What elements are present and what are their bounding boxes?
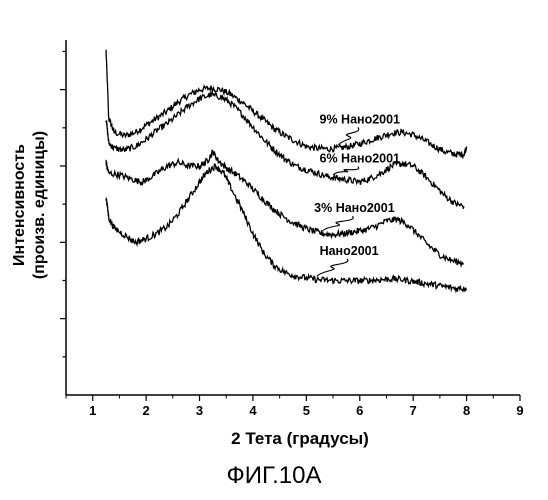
x-tick-label: 3 [196,403,203,418]
x-tick-label: 9 [516,403,523,418]
x-tick-label: 5 [303,403,310,418]
xrd-chart: 1 2 3 4 5 6 7 8 9 9% Нано2001 6% Нано2001 3% Нано2… [0,0,548,460]
x-tick-label: 6 [356,403,363,418]
x-tick-label: 2 [143,403,150,418]
series-line-1 [106,92,464,208]
series-lines [106,50,467,292]
series-line-2 [106,150,464,265]
chart-frame [66,40,520,395]
x-axis-tick-labels: 1 2 3 4 5 6 7 8 9 [89,403,524,418]
x-tick-label: 4 [249,403,257,418]
annotation-leader [333,166,359,174]
y-axis-label-line2: (произв. единицы) [31,131,48,279]
figure-caption: ФИГ.10А [0,462,548,490]
y-axis-label-line1: Интенсивность [11,144,28,266]
series-line-0 [106,50,467,158]
series-annotation-label: Нано2001 [320,244,379,258]
x-tick-label: 8 [463,403,470,418]
y-axis-ticks [60,51,66,356]
x-tick-label: 1 [89,403,96,418]
series-annotation-label: 3% Нано2001 [314,201,395,215]
series-annotation-label: 9% Нано2001 [320,112,401,126]
annotation-leader [317,259,348,276]
x-axis-label: 2 Тета (градусы) [231,429,369,448]
series-annotation-label: 6% Нано2001 [320,151,401,165]
x-axis-ticks [66,395,520,401]
annotation-leader [322,216,353,231]
x-tick-label: 7 [410,403,417,418]
